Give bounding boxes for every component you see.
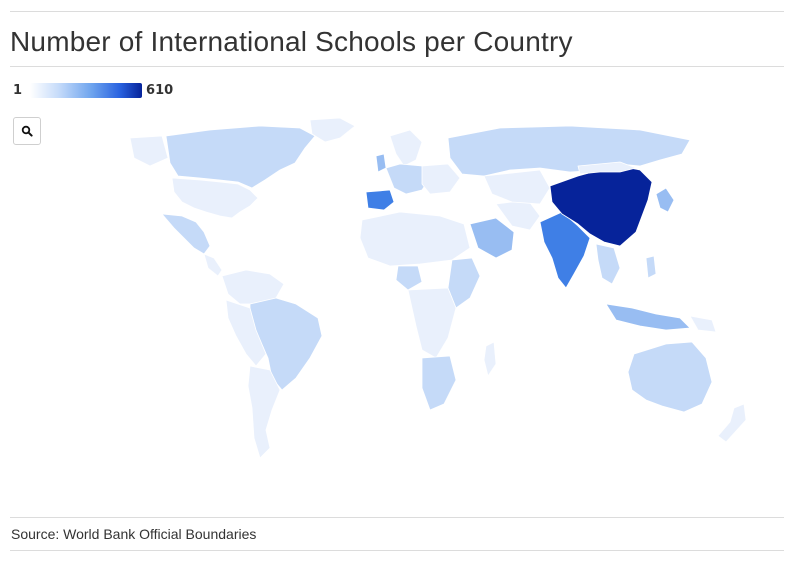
region-mexico[interactable] <box>161 213 211 255</box>
region-australia[interactable] <box>627 341 713 413</box>
region-india[interactable] <box>539 211 591 289</box>
search-icon <box>21 125 33 137</box>
footer-rule <box>10 517 784 518</box>
region-scandinavia[interactable] <box>389 129 423 167</box>
region-nigeria[interactable] <box>395 265 423 291</box>
zoom-button[interactable] <box>13 117 41 145</box>
region-japan-korea[interactable] <box>655 187 675 213</box>
page-title: Number of International Schools per Coun… <box>10 26 573 57</box>
region-argentina-chile[interactable] <box>247 365 281 459</box>
region-central-america[interactable] <box>203 253 223 277</box>
legend-max-label: 610 <box>146 82 174 98</box>
region-central-asia[interactable] <box>483 169 551 205</box>
top-rule <box>10 11 784 12</box>
source-note: Source: World Bank Official Boundaries <box>11 526 257 542</box>
bottom-rule <box>10 550 784 551</box>
color-legend: 1 610 <box>13 82 173 98</box>
region-madagascar[interactable] <box>483 341 497 377</box>
region-indonesia[interactable] <box>605 303 691 331</box>
region-central-africa[interactable] <box>407 287 457 359</box>
region-canada[interactable] <box>165 125 316 189</box>
region-philippines[interactable] <box>645 255 657 279</box>
region-southeast-asia[interactable] <box>595 243 621 285</box>
region-uk[interactable] <box>375 153 387 173</box>
region-mongolia[interactable] <box>577 161 637 175</box>
title-rule <box>10 66 784 67</box>
legend-min-label: 1 <box>13 82 23 98</box>
region-new-zealand[interactable] <box>717 403 747 443</box>
legend-gradient-bar <box>30 82 143 98</box>
region-peru-bolivia[interactable] <box>225 299 267 367</box>
region-greenland[interactable] <box>309 117 356 143</box>
region-north-africa[interactable] <box>359 211 471 267</box>
region-alaska[interactable] <box>129 135 169 167</box>
region-saudi-arabia[interactable] <box>469 217 515 259</box>
region-russia[interactable] <box>447 125 691 177</box>
region-papua[interactable] <box>689 315 717 333</box>
region-south-africa[interactable] <box>421 355 457 411</box>
region-spain[interactable] <box>365 189 395 211</box>
world-map[interactable] <box>100 108 760 468</box>
region-united-states[interactable] <box>171 177 259 219</box>
region-eastern-europe[interactable] <box>421 163 461 195</box>
